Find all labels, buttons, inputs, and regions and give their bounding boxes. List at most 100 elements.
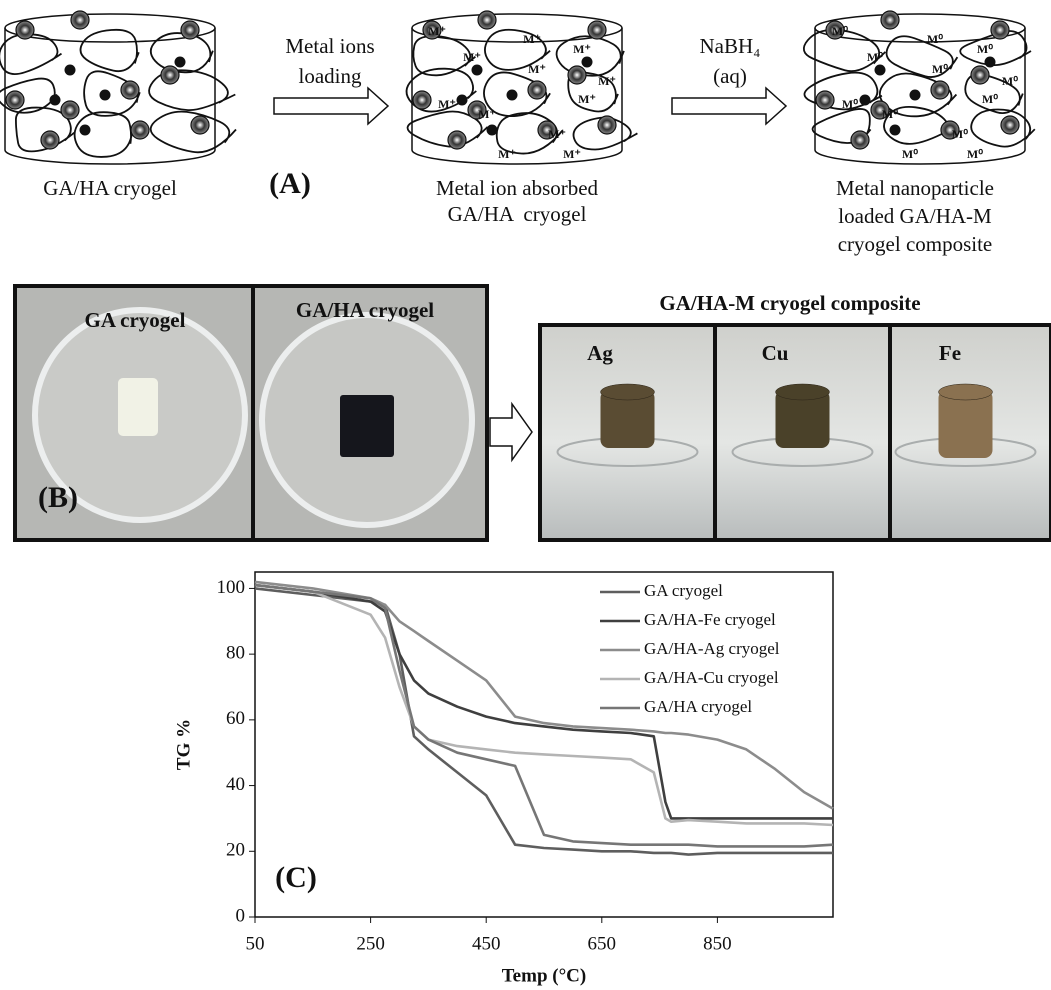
panel-label: (A)	[269, 167, 311, 200]
bead	[971, 66, 989, 84]
bead	[851, 131, 869, 149]
y-tick-label: 40	[226, 774, 245, 795]
bead	[6, 91, 24, 109]
bead	[41, 131, 59, 149]
legend-label: GA/HA-Ag cryogel	[644, 639, 780, 658]
metal-label: M⁰	[1002, 74, 1018, 88]
bead	[131, 121, 149, 139]
x-tick-label: 450	[472, 933, 501, 954]
process-arrow	[490, 404, 532, 460]
dot	[875, 65, 886, 76]
bead	[598, 116, 616, 134]
dot	[985, 57, 996, 68]
metal-label: M⁺	[528, 62, 546, 76]
metal-label: M⁰	[882, 107, 898, 121]
panel-a: Metal ions loading NaBH₄ (aq) GA/HA cryo…	[0, 11, 1035, 256]
y-tick-label: 0	[236, 905, 246, 926]
legend-label: GA/HA-Fe cryogel	[644, 610, 776, 629]
metal-label: M⁺	[563, 147, 581, 161]
y-tick-label: 20	[226, 840, 245, 861]
bead	[881, 11, 899, 29]
cryogel-cylinder	[0, 11, 236, 164]
bead	[181, 21, 199, 39]
dot	[65, 65, 76, 76]
legend-label: GA cryogel	[644, 581, 723, 600]
metal-label: Fe	[939, 341, 961, 365]
metal-label: M⁰	[952, 127, 968, 141]
y-tick-label: 60	[226, 708, 245, 729]
photo-label: GA/HA cryogel	[296, 298, 434, 322]
metal-label: Cu	[762, 341, 789, 365]
bead	[528, 81, 546, 99]
bead	[448, 131, 466, 149]
composite-title: GA/HA-M cryogel composite	[659, 291, 920, 315]
legend-label: GA/HA cryogel	[644, 697, 752, 716]
ga-cryogel-sample	[118, 378, 158, 436]
stage-caption: GA/HA cryogel	[448, 202, 587, 226]
metal-label: M⁰	[902, 147, 918, 161]
y-tick-label: 100	[217, 577, 246, 598]
sample-top	[939, 384, 993, 400]
dot	[80, 125, 91, 136]
panel-label: (B)	[38, 481, 78, 514]
process-arrow	[672, 88, 786, 124]
metal-label: M⁺	[498, 147, 516, 161]
arrow-text: loading	[299, 64, 362, 88]
dot	[890, 125, 901, 136]
bead	[61, 101, 79, 119]
stage-caption: cryogel composite	[838, 232, 993, 256]
stage-caption: Metal nanoparticle	[836, 176, 994, 200]
ga-ha-cryogel-sample	[340, 395, 394, 457]
bead	[121, 81, 139, 99]
metal-label: M⁰	[867, 50, 883, 64]
arrow-text: Metal ions	[285, 34, 374, 58]
dot	[487, 125, 498, 136]
dot	[457, 95, 468, 106]
bead	[191, 116, 209, 134]
page: { "panel_a": { "label": "(A)", "stages":…	[0, 0, 1051, 990]
x-tick-label: 250	[356, 933, 385, 954]
y-axis-label: TG %	[173, 719, 194, 770]
metal-label: M⁺	[523, 32, 541, 46]
x-tick-label: 850	[703, 933, 732, 954]
stage-caption: Metal ion absorbed	[436, 176, 599, 200]
metal-label: M⁺	[428, 24, 446, 38]
x-tick-label: 650	[588, 933, 617, 954]
panel-label: (C)	[275, 861, 317, 894]
metal-label: M⁰	[982, 92, 998, 106]
stage-caption: GA/HA cryogel	[43, 176, 177, 200]
dot	[582, 57, 593, 68]
bead	[816, 91, 834, 109]
x-axis-label: Temp (°C)	[502, 965, 586, 986]
bead	[1001, 116, 1019, 134]
sample-top	[601, 384, 655, 400]
metal-label: M⁺	[478, 107, 496, 121]
stage-caption: loaded GA/HA-M	[838, 204, 992, 228]
bead	[478, 11, 496, 29]
metal-label: M⁺	[573, 42, 591, 56]
dot	[860, 95, 871, 106]
sample-top	[776, 384, 830, 400]
metal-label: M⁰	[967, 147, 983, 161]
dot	[910, 90, 921, 101]
dot	[175, 57, 186, 68]
process-arrow	[274, 88, 388, 124]
dot	[472, 65, 483, 76]
bead	[413, 91, 431, 109]
metal-label: M⁺	[598, 74, 616, 88]
metal-label: M⁺	[438, 97, 456, 111]
bead	[71, 11, 89, 29]
panel-b: GA cryogel GA/HA cryogel (B) GA/HA-M cry…	[15, 286, 1051, 540]
photo-label: GA cryogel	[85, 308, 186, 332]
metal-label: M⁰	[927, 32, 943, 46]
arrow-text: (aq)	[713, 64, 747, 88]
dot	[100, 90, 111, 101]
bead	[991, 21, 1009, 39]
metal-label: M⁰	[832, 24, 848, 38]
bead	[588, 21, 606, 39]
bead	[931, 81, 949, 99]
dot	[50, 95, 61, 106]
x-tick-label: 50	[246, 933, 265, 954]
